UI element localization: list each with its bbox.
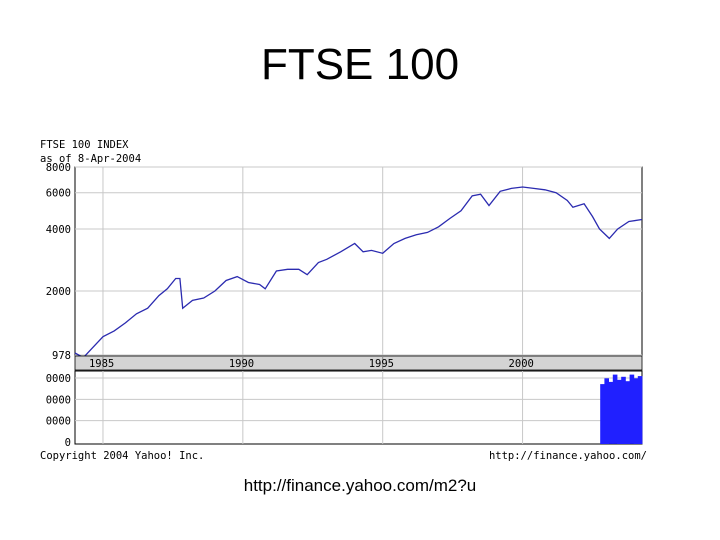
price-panel-frame <box>74 166 643 356</box>
volume-bar <box>608 381 614 444</box>
y-tick-label: 978 <box>52 350 71 362</box>
chart-header-title: FTSE 100 INDEX <box>40 139 129 151</box>
volume-bar <box>617 379 622 444</box>
volume-grid <box>75 371 642 444</box>
volume-y-tick-label: 0000 <box>46 373 71 385</box>
price-y-axis: 978 2000 4000 6000 8000 <box>46 162 71 362</box>
volume-bar <box>621 376 626 444</box>
volume-panel-frame <box>74 370 643 445</box>
price-line <box>74 186 643 359</box>
volume-bars <box>600 374 643 444</box>
x-tick-label: 1995 <box>369 358 394 370</box>
volume-y-tick-label: 0000 <box>46 416 71 428</box>
x-axis: 1985 1990 1995 2000 <box>89 356 534 370</box>
volume-bar <box>612 374 618 444</box>
y-tick-label: 2000 <box>46 286 71 298</box>
volume-bar <box>629 374 635 444</box>
volume-bar <box>604 378 609 444</box>
x-tick-label: 1990 <box>229 358 254 370</box>
copyright-text: Copyright 2004 Yahoo! Inc. <box>40 450 204 462</box>
x-axis-band <box>74 355 643 371</box>
slide-title: FTSE 100 <box>260 40 460 89</box>
y-tick-label: 4000 <box>46 224 71 236</box>
chart-header-date: as of 8-Apr-2004 <box>40 153 141 165</box>
x-tick-label: 2000 <box>509 358 534 370</box>
price-grid <box>75 166 642 356</box>
source-url-text: http://finance.yahoo.com/ <box>489 450 647 462</box>
source-caption: http://finance.yahoo.com/m2?u <box>243 476 477 495</box>
volume-y-tick-label: 0000 <box>46 394 71 406</box>
volume-bar <box>625 381 630 444</box>
volume-bar <box>637 376 643 444</box>
volume-y-tick-label: 0 <box>65 437 71 449</box>
y-tick-label: 6000 <box>46 188 71 200</box>
x-tick-label: 1985 <box>89 358 114 370</box>
y-tick-label: 8000 <box>46 162 71 174</box>
volume-bar <box>600 384 605 444</box>
volume-bar <box>633 378 639 444</box>
